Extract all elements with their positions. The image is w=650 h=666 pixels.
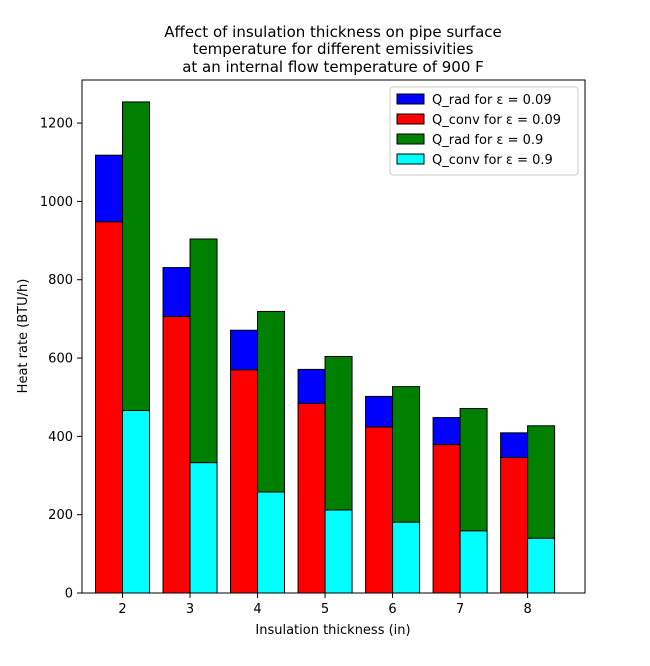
bar-conv-e009-5 <box>297 402 326 594</box>
x-tick-label: 8 <box>523 602 531 617</box>
y-tick-label: 200 <box>48 508 73 523</box>
bar-rad-e09-7 <box>459 408 488 532</box>
x-tick-label: 7 <box>456 602 464 617</box>
bar-rad-e09-3 <box>189 238 218 464</box>
legend-label: Q_conv for ε = 0.9 <box>432 153 553 168</box>
chart-title-line-1: Affect of insulation thickness on pipe s… <box>164 23 502 41</box>
bar-rad-e09-6 <box>392 386 421 523</box>
bar-rad-e009-6 <box>365 395 394 428</box>
legend-box <box>389 86 579 176</box>
bars-layer <box>95 101 556 594</box>
bar-conv-e09-6 <box>392 521 421 594</box>
bar-conv-e09-8 <box>527 537 556 594</box>
chart-title-line-3: at an internal flow temperature of 900 F <box>182 58 484 76</box>
legend-swatch <box>396 113 425 125</box>
y-axis-label: Heat rate (BTU/h) <box>16 279 31 394</box>
legend-swatch <box>396 93 425 105</box>
legend-label: Q_rad for ε = 0.9 <box>432 133 543 148</box>
bar-conv-e009-4 <box>230 369 259 594</box>
bar-rad-e09-5 <box>324 355 353 511</box>
y-tick-label: 1000 <box>40 195 73 210</box>
x-tick-label: 4 <box>253 602 261 617</box>
y-tick-label: 600 <box>48 352 73 367</box>
bar-conv-e09-7 <box>459 530 488 594</box>
bar-rad-e09-2 <box>122 101 151 412</box>
x-axis-label: Insulation thickness (in) <box>255 623 410 638</box>
bar-conv-e09-3 <box>189 462 218 594</box>
legend-label: Q_conv for ε = 0.09 <box>432 113 561 128</box>
bar-conv-e009-8 <box>500 457 529 594</box>
y-tick-label: 400 <box>48 430 73 445</box>
bar-conv-e09-2 <box>122 410 151 594</box>
bar-rad-e009-8 <box>500 432 529 459</box>
bar-conv-e09-4 <box>257 491 286 594</box>
bar-rad-e009-3 <box>162 267 191 318</box>
chart-title: Affect of insulation thickness on pipe s… <box>164 23 502 76</box>
y-tick-label: 800 <box>48 273 73 288</box>
y-axis: 0 200 400 600 800 1000 1200 <box>40 117 82 602</box>
y-tick-label: 1200 <box>40 117 73 132</box>
x-tick-label: 2 <box>118 602 126 617</box>
x-tick-label: 6 <box>388 602 396 617</box>
bar-rad-e009-7 <box>432 417 461 446</box>
bar-conv-e009-3 <box>162 316 191 594</box>
bar-conv-e009-2 <box>95 221 124 594</box>
plot-area-frame <box>81 79 586 594</box>
x-tick-label: 5 <box>321 602 329 617</box>
bar-conv-e009-7 <box>432 444 461 594</box>
bar-conv-e009-6 <box>365 426 394 594</box>
bar-rad-e09-8 <box>527 425 556 539</box>
bar-rad-e009-5 <box>297 368 326 404</box>
legend-swatch <box>396 133 425 145</box>
bar-rad-e09-4 <box>257 310 286 493</box>
bar-conv-e09-5 <box>324 509 353 594</box>
legend: Q_rad for ε = 0.09 Q_conv for ε = 0.09 Q_r… <box>389 86 579 176</box>
y-tick-label: 0 <box>65 587 73 602</box>
x-tick-label: 3 <box>186 602 194 617</box>
chart-title-line-2: temperature for different emissivities <box>193 40 474 58</box>
legend-swatch <box>396 153 425 165</box>
bar-rad-e009-2 <box>95 154 124 223</box>
bar-rad-e009-4 <box>230 329 259 371</box>
x-axis: 2 3 4 5 6 7 8 <box>118 593 532 617</box>
legend-label: Q_rad for ε = 0.09 <box>432 93 552 108</box>
